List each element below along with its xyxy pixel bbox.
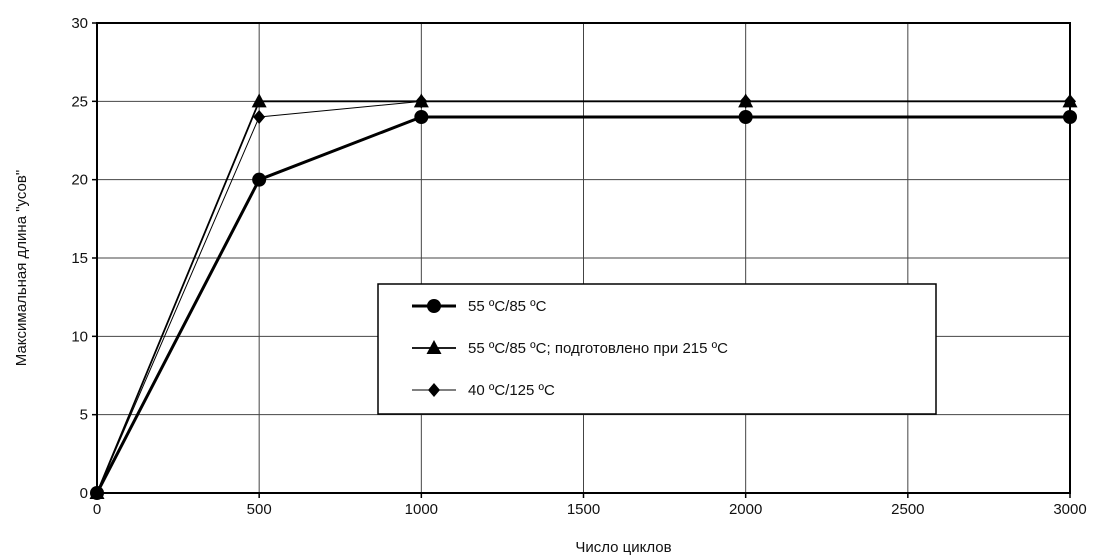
data-point-circle: [1063, 110, 1077, 124]
legend-label: 55 ºС/85 ºС; подготовлено при 215 ºС: [468, 340, 728, 357]
y-tick-label: 25: [71, 93, 88, 110]
legend-item: 55 ºС/85 ºС; подготовлено при 215 ºС: [412, 340, 728, 357]
legend-marker-circle: [427, 299, 441, 313]
data-point-circle: [738, 110, 753, 124]
series-layer: [89, 93, 1078, 500]
data-point-diamond: [91, 486, 103, 500]
y-tick-label: 5: [80, 407, 88, 424]
data-point-circle: [252, 172, 267, 187]
legend-label: 55 ºС/85 ºС: [468, 298, 547, 315]
legend-item: 40 ºС/125 ºС: [412, 382, 555, 399]
legend-marker-triangle: [426, 340, 442, 354]
legend-label: 40 ºС/125 ºС: [468, 382, 555, 399]
y-tick-label: 10: [71, 328, 88, 345]
y-axis-title: Максимальная длина "усов": [13, 170, 30, 366]
x-tick-label: 1000: [405, 501, 438, 518]
grid: [96, 22, 1071, 494]
data-point-diamond: [1064, 94, 1076, 109]
x-tick-label: 0: [93, 501, 101, 518]
series-3: [91, 94, 1076, 500]
data-point-circle: [414, 110, 429, 124]
data-point-diamond: [253, 110, 266, 124]
axis-ticks: 0 500 1000 1500 2000 2500 3000 0 5 10 15 20 25 30: [71, 15, 1086, 518]
x-tick-label: 2500: [891, 501, 924, 518]
x-axis-title: Число циклов: [575, 539, 671, 556]
data-point-triangle: [251, 93, 267, 108]
data-point-diamond: [415, 94, 428, 109]
legend-item: 55 ºС/85 ºС: [412, 298, 547, 315]
legend-marker-diamond: [428, 383, 440, 397]
x-tick-label: 1500: [567, 501, 600, 518]
y-tick-label: 30: [71, 15, 88, 32]
data-point-diamond: [739, 94, 752, 109]
y-tick-label: 0: [80, 485, 88, 502]
x-tick-label: 2000: [729, 501, 762, 518]
y-tick-label: 15: [71, 250, 88, 267]
legend-box: [377, 283, 937, 415]
x-tick-label: 500: [247, 501, 272, 518]
y-tick-label: 20: [71, 172, 88, 189]
legend: 55 ºС/85 ºС 55 ºС/85 ºС; подготовлено при…: [377, 283, 937, 415]
x-tick-label: 3000: [1053, 501, 1086, 518]
